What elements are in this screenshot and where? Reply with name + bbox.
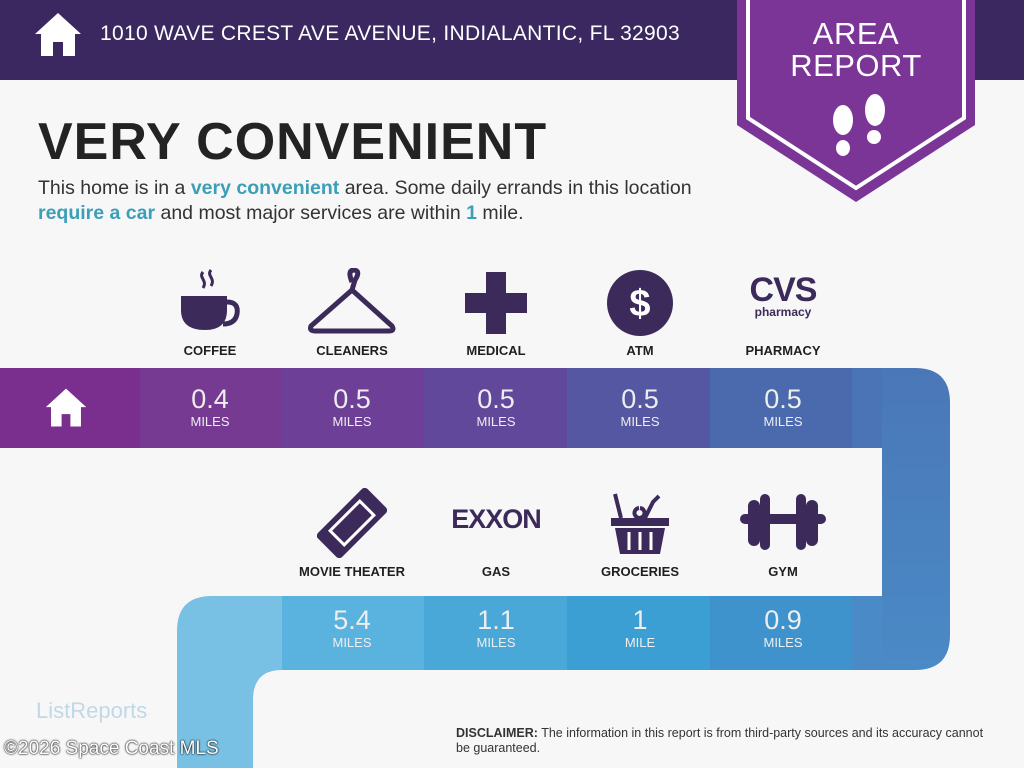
amenity-label-medical: MEDICAL [466, 343, 526, 358]
distance-unit: MILES [763, 635, 803, 650]
page-title: VERY CONVENIENT [38, 113, 548, 171]
description: This home is in a very convenient area. … [38, 176, 733, 226]
badge-text: AREA REPORT [737, 18, 975, 82]
amenity-label-coffee: COFFEE [183, 343, 237, 358]
badge-line2: REPORT [790, 48, 922, 83]
disclaimer-label: DISCLAIMER: [456, 726, 538, 740]
amenity-label-pharmacy: PHARMACY [745, 343, 821, 358]
desc-text: and most major services are within [155, 202, 467, 224]
badge-line1: AREA [812, 16, 900, 51]
copyright-watermark: ©2026 Space Coast MLS [4, 738, 219, 759]
distance-value: 1 [632, 605, 648, 635]
distance-value: 0.9 [764, 605, 802, 635]
disclaimer: DISCLAIMER: The information in this repo… [456, 726, 996, 756]
amenity-label-cleaners: CLEANERS [316, 343, 388, 358]
distance-cleaners: 0.5 MILES [282, 384, 422, 429]
dollar-icon: $ [607, 270, 673, 336]
distance-value: 0.4 [191, 384, 229, 414]
exxon-logo: EXXON [451, 504, 542, 534]
dumbbell-icon [740, 494, 826, 550]
distance-value: 5.4 [333, 605, 371, 635]
medical-cross-icon [465, 272, 527, 334]
distance-unit: MILES [476, 414, 516, 429]
distance-value: 0.5 [764, 384, 802, 414]
desc-text: mile. [476, 202, 524, 224]
distance-unit: MILES [332, 635, 372, 650]
desc-highlight: require a car [38, 202, 156, 224]
amenity-label-groceries: GROCERIES [600, 564, 679, 579]
cvs-pharmacy-logo: CVS pharmacy [749, 271, 818, 319]
distance-medical: 0.5 MILES [426, 384, 566, 429]
distance-unit: MILES [763, 414, 803, 429]
area-report-badge [737, 0, 975, 202]
distance-value: 0.5 [333, 384, 371, 414]
footprints-icon [833, 94, 885, 156]
distance-gas: 1.1 MILES [426, 605, 566, 650]
house-icon [35, 13, 81, 56]
home-marker-icon [45, 388, 87, 427]
desc-text: This home is in a [38, 177, 191, 199]
desc-highlight: 1 [466, 202, 477, 224]
listreports-logo: ListReports [36, 698, 148, 723]
grocery-basket-icon [611, 493, 669, 554]
amenity-label-movie-theater: MOVIE THEATER [299, 564, 405, 579]
distance-pharmacy: 0.5 MILES [713, 384, 853, 429]
distance-groceries: 1 MILE [570, 605, 710, 650]
distance-value: 0.5 [621, 384, 659, 414]
distance-unit: MILE [624, 635, 656, 650]
amenity-label-atm: ATM [626, 343, 654, 358]
distance-unit: MILES [620, 414, 660, 429]
distance-unit: MILES [476, 635, 516, 650]
disclaimer-text: The information in this report is from t… [456, 726, 984, 755]
desc-text: area. Some daily errands in this locatio… [339, 177, 692, 199]
distance-movie-theater: 5.4 MILES [282, 605, 422, 650]
distance-gym: 0.9 MILES [713, 605, 853, 650]
distance-unit: MILES [332, 414, 372, 429]
coffee-cup-icon [181, 269, 240, 330]
route-band [0, 368, 950, 768]
svg-text:$: $ [629, 283, 650, 325]
distance-unit: MILES [190, 414, 230, 429]
amenity-label-gas: GAS [481, 564, 511, 579]
distance-coffee: 0.4 MILES [140, 384, 280, 429]
distance-value: 1.1 [477, 605, 515, 635]
desc-highlight: very convenient [190, 177, 340, 199]
property-address: 1010 WAVE CREST AVE AVENUE, INDIALANTIC,… [100, 22, 680, 45]
distance-atm: 0.5 MILES [570, 384, 710, 429]
hanger-icon [308, 268, 396, 334]
distance-value: 0.5 [477, 384, 515, 414]
amenity-label-gym: GYM [768, 564, 798, 579]
ticket-icon [317, 488, 387, 558]
